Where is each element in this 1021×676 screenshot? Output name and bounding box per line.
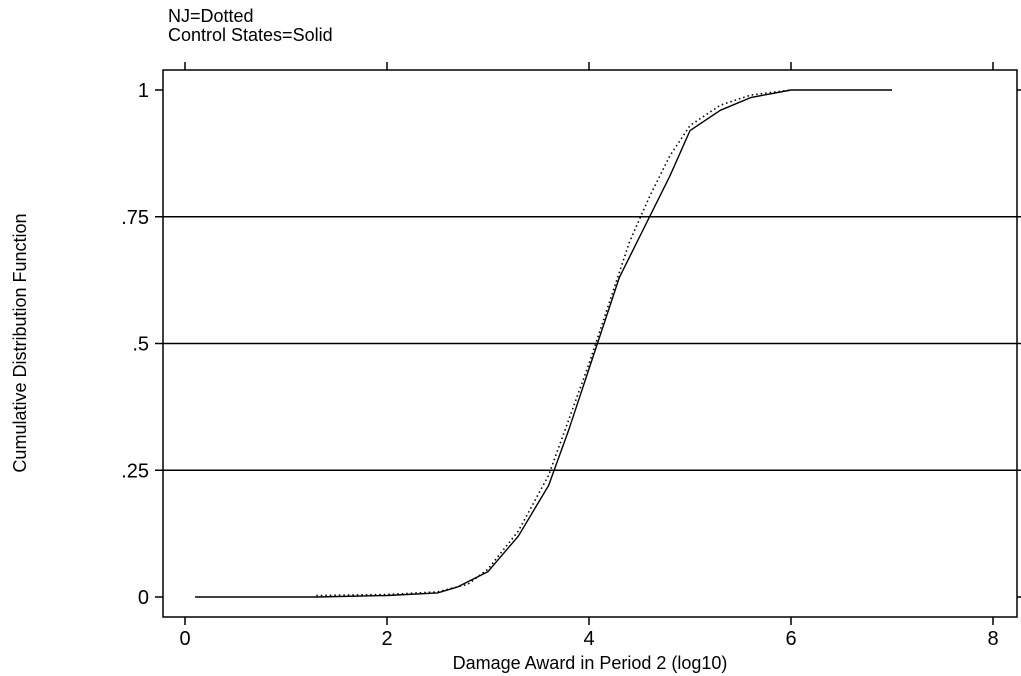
x-tick-label-0: 0 [179,628,190,650]
y-tick-label-3: .75 [121,207,149,229]
x-tick-label-4: 8 [987,628,998,650]
y-tick-label-4: 1 [138,80,149,102]
grid-lines [163,216,1017,471]
y-tick-label-0: 0 [138,587,149,609]
x-tick-label-3: 6 [785,628,796,650]
y-tick-label-1: .25 [121,460,149,482]
series-line-control-states [195,89,892,598]
y-axis-title: Cumulative Distribution Function [10,213,30,472]
legend-note-nj: NJ=Dotted [168,6,254,26]
x-axis-title: Damage Award in Period 2 (log10) [453,653,728,673]
series-line-nj [316,89,792,597]
axes: 0 .25 .5 .75 1 0 2 4 6 8 [121,62,1021,650]
series-lines [195,89,892,598]
x-tick-label-1: 2 [381,628,392,650]
x-tick-label-2: 4 [583,628,594,650]
legend-note-control: Control States=Solid [168,25,333,45]
y-tick-label-2: .5 [132,334,149,356]
